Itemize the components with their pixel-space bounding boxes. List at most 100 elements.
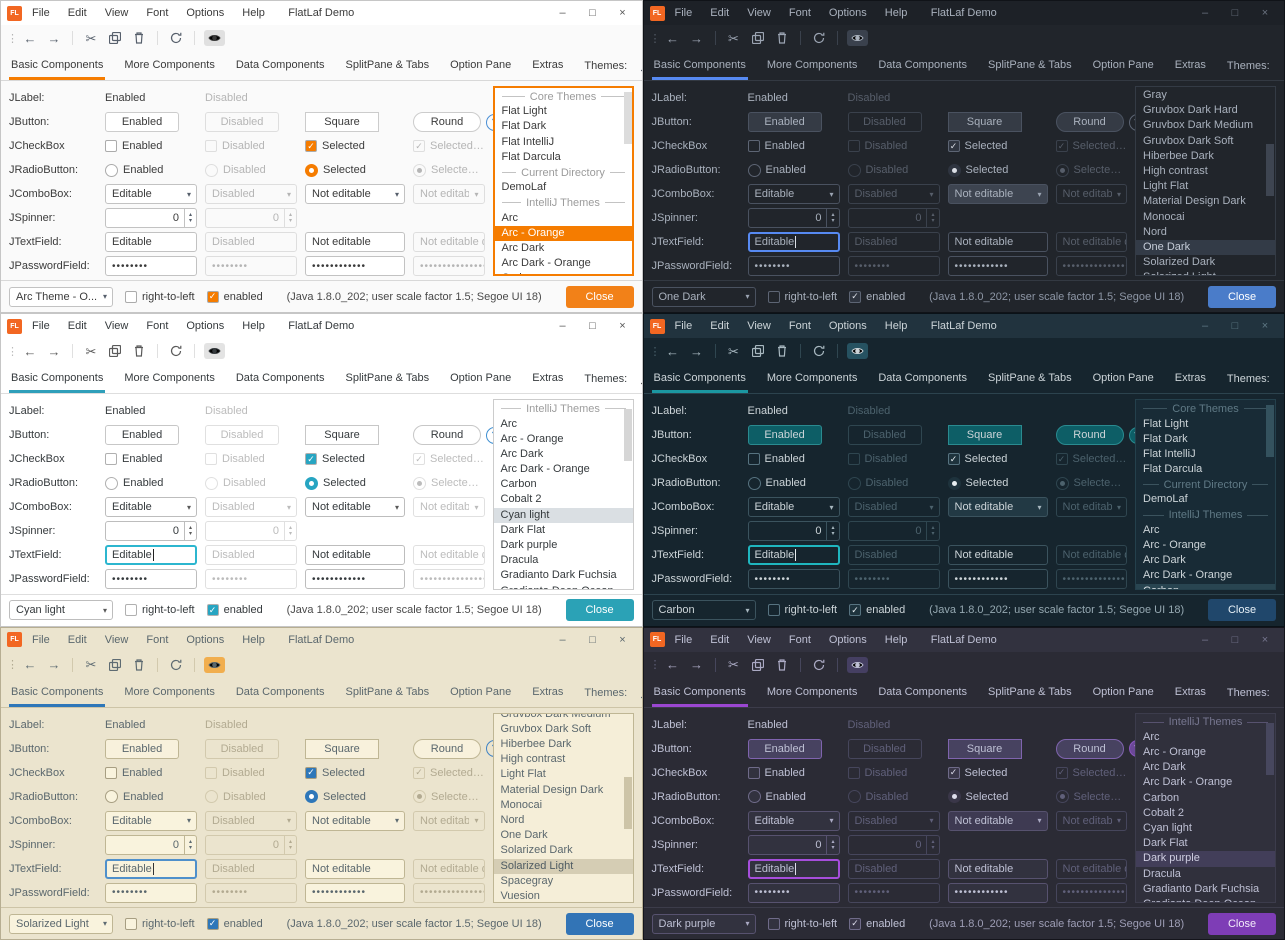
radio-enabled[interactable]: Enabled [105, 476, 197, 490]
show-hidden-toggle[interactable] [204, 656, 225, 673]
menu-file[interactable]: File [674, 633, 693, 646]
refresh-icon[interactable] [810, 29, 828, 47]
tab-splitpane-tabs[interactable]: SplitPane & Tabs [345, 685, 430, 698]
round-button[interactable]: Round [1055, 425, 1124, 446]
checkbox-checked-icon[interactable] [947, 140, 960, 152]
tab-option-pane[interactable]: Option Pane [450, 59, 512, 71]
show-hidden-toggle[interactable] [204, 30, 225, 46]
close-button[interactable]: Close [565, 599, 634, 622]
theme-item-flat-intellij[interactable]: Flat IntelliJ [501, 135, 555, 148]
checkbox-enabled[interactable]: Enabled [747, 766, 840, 779]
jtextfield-editable[interactable]: Editable [747, 545, 840, 566]
theme-item-solarized-dark[interactable]: Solarized Dark [500, 844, 573, 857]
forward-icon[interactable] [688, 342, 706, 360]
spinner-arrows-icon[interactable] [826, 522, 838, 541]
theme-item-carbon[interactable]: Carbon [500, 478, 537, 491]
theme-item-arc[interactable]: Arc [1143, 730, 1160, 743]
theme-item-high-contrast[interactable]: High contrast [500, 753, 566, 766]
back-icon[interactable] [21, 342, 39, 360]
copy-icon[interactable] [749, 656, 767, 674]
radio-selected-icon[interactable] [947, 476, 961, 490]
cut-icon[interactable] [82, 29, 100, 47]
checkbox-selected[interactable]: Selected [305, 766, 405, 779]
enabled-button[interactable]: Enabled [105, 112, 179, 132]
theme-item-arc[interactable]: Arc [500, 417, 518, 430]
spinner-enabled[interactable]: 0 [747, 208, 840, 228]
scrollbar-thumb[interactable] [1266, 405, 1274, 458]
checkbox-selected[interactable]: Selected [947, 140, 1048, 152]
menu-edit[interactable]: Edit [67, 633, 87, 646]
theme-item-arc-dark-orange[interactable]: Arc Dark - Orange [501, 257, 591, 270]
radio-enabled[interactable]: Enabled [747, 790, 840, 804]
radio-selected-icon[interactable] [305, 476, 318, 490]
tab-option-pane[interactable]: Option Pane [1092, 685, 1154, 698]
minimize-icon[interactable]: – [559, 633, 566, 646]
theme-list[interactable]: Core Themes Flat Light Flat Dark Flat Intel… [492, 86, 634, 277]
checkbox-icon[interactable] [105, 766, 117, 779]
square-button[interactable]: Square [947, 112, 1022, 132]
checkbox-enabled[interactable]: Enabled [105, 140, 197, 152]
menu-options[interactable]: Options [828, 633, 867, 646]
tab-extras[interactable]: Extras [532, 685, 564, 698]
spinner-enabled[interactable]: 0 [747, 521, 840, 542]
radio-icon[interactable] [747, 476, 761, 490]
theme-list-scrollbar[interactable] [1266, 88, 1274, 274]
enabled-checkbox[interactable]: enabled [206, 290, 263, 303]
square-button[interactable]: Square [305, 112, 379, 132]
theme-item-one-dark[interactable]: One Dark [500, 829, 548, 842]
square-button[interactable]: Square [947, 738, 1022, 759]
radio-icon[interactable] [747, 790, 761, 804]
checkbox-enabled[interactable]: Enabled [747, 140, 840, 152]
theme-combo[interactable]: One Dark [651, 286, 756, 307]
theme-item-dark-flat[interactable]: Dark Flat [1143, 837, 1188, 850]
menu-edit[interactable]: Edit [710, 7, 730, 19]
combobox-editable[interactable]: Editable [105, 497, 197, 518]
tab-more-components[interactable]: More Components [766, 372, 858, 385]
checkbox-checked-icon[interactable] [849, 917, 862, 930]
menu-file[interactable]: File [674, 320, 693, 333]
checkbox-icon[interactable] [767, 917, 780, 930]
close-button[interactable]: Close [1208, 912, 1276, 935]
theme-list[interactable]: Gruvbox Dark Medium Gruvbox Dark Soft Hibe… [492, 712, 634, 903]
minimize-icon[interactable]: – [559, 320, 566, 333]
theme-item-arc-orange[interactable]: Arc - Orange [1143, 539, 1206, 552]
menu-options[interactable]: Options [828, 7, 867, 19]
tab-option-pane[interactable]: Option Pane [450, 372, 512, 385]
combobox-not-editable[interactable]: Not editable [305, 810, 405, 831]
tab-extras[interactable]: Extras [1174, 59, 1206, 71]
theme-item-carbon[interactable]: Carbon [1136, 583, 1275, 589]
menu-font[interactable]: Font [146, 320, 169, 333]
password-field[interactable]: •••••••• [105, 256, 197, 276]
theme-item-spacegray[interactable]: Spacegray [500, 874, 554, 887]
checkbox-selected[interactable]: Selected [305, 140, 405, 152]
menu-file[interactable]: File [32, 320, 50, 333]
theme-item-dark-purple[interactable]: Dark purple [1136, 851, 1275, 867]
back-icon[interactable] [664, 656, 682, 674]
forward-icon[interactable] [688, 656, 706, 674]
theme-list[interactable]: IntelliJ Themes Arc Arc - Orange Arc Dark Ar… [492, 399, 634, 590]
back-icon[interactable] [21, 656, 39, 674]
refresh-icon[interactable] [810, 342, 828, 360]
enabled-checkbox[interactable]: enabled [206, 917, 263, 930]
theme-item-arc-orange[interactable]: Arc - Orange [1143, 746, 1206, 759]
theme-item-arc-dark[interactable]: Arc Dark [501, 241, 545, 254]
theme-item-dark-purple[interactable]: Dark purple [500, 539, 558, 552]
scrollbar-thumb[interactable] [623, 776, 632, 829]
combobox-editable[interactable]: Editable [747, 810, 840, 831]
paste-icon[interactable] [130, 656, 148, 674]
maximize-icon[interactable]: □ [589, 633, 596, 646]
spinner-arrows-icon[interactable] [826, 209, 838, 227]
theme-item-flat-darcula[interactable]: Flat Darcula [501, 150, 561, 163]
scrollbar-thumb[interactable] [623, 409, 632, 462]
maximize-icon[interactable]: □ [589, 320, 596, 333]
right-to-left-checkbox[interactable]: right-to-left [125, 290, 195, 303]
menu-file[interactable]: File [32, 633, 50, 646]
show-hidden-toggle[interactable] [204, 343, 225, 360]
copy-icon[interactable] [106, 342, 124, 360]
menu-file[interactable]: File [32, 7, 50, 19]
menu-view[interactable]: View [104, 633, 129, 646]
radio-icon[interactable] [747, 163, 761, 177]
enabled-checkbox[interactable]: enabled [206, 604, 263, 617]
download-themes-icon[interactable] [1279, 370, 1285, 388]
tab-more-components[interactable]: More Components [124, 685, 215, 698]
